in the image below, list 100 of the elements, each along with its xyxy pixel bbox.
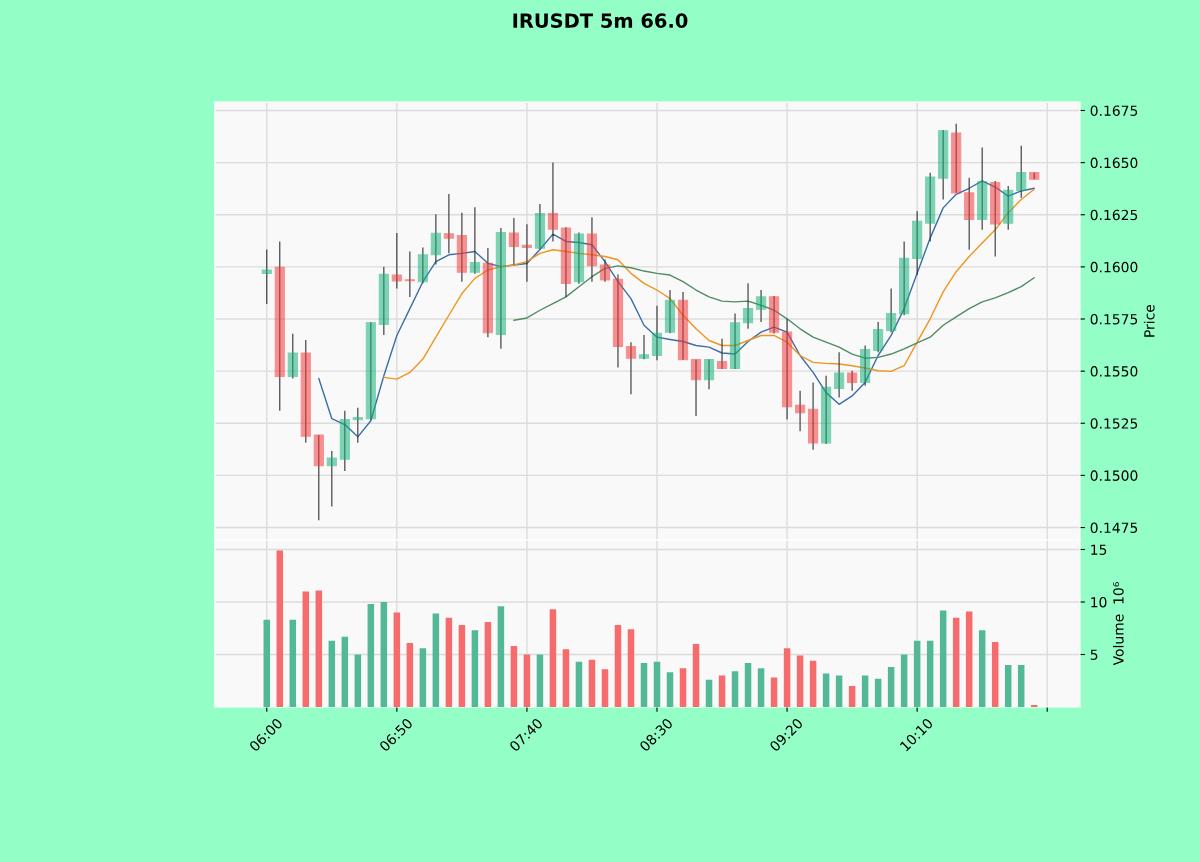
candlestick [443, 193, 454, 254]
candlestick [521, 223, 533, 283]
candlestick [482, 247, 494, 338]
bar [809, 660, 817, 708]
candlestick [847, 370, 858, 392]
bar [926, 640, 934, 708]
candlestick [703, 358, 715, 390]
bar [263, 619, 271, 708]
candlestick [1003, 185, 1014, 231]
candlestick [664, 289, 676, 334]
candlestick [755, 289, 767, 323]
candlestick [534, 203, 546, 250]
bar [328, 640, 336, 708]
candlestick [990, 180, 1001, 258]
bar [731, 671, 739, 708]
bar [835, 675, 843, 708]
candlestick [677, 291, 689, 361]
bar [497, 606, 505, 708]
bar [445, 617, 453, 708]
bar [354, 654, 362, 708]
y-tick-label: 10 [1091, 596, 1107, 608]
bar [666, 672, 674, 708]
line-series [383, 188, 1035, 380]
y-tick-label: 0.1600 [1090, 261, 1138, 273]
bar [406, 642, 414, 708]
candlestick [729, 313, 741, 370]
candlestick [456, 212, 467, 283]
candlestick [560, 226, 572, 298]
candlestick [378, 266, 389, 336]
bar [952, 617, 960, 708]
bar [718, 675, 726, 708]
bar [523, 654, 531, 708]
bar [380, 602, 388, 708]
candlestick [951, 123, 962, 194]
candlestick [625, 341, 637, 395]
candlestick [599, 259, 611, 283]
candlestick [768, 295, 780, 335]
candlestick [742, 282, 754, 330]
candlestick [287, 333, 298, 379]
candlestick [430, 213, 441, 266]
y-tick-label: 0.1525 [1090, 418, 1138, 429]
candlestick [912, 210, 923, 276]
candlestick [495, 227, 507, 350]
bar [757, 668, 765, 708]
bar [965, 611, 973, 708]
candlestick [860, 344, 871, 387]
bar [302, 591, 310, 708]
candlestick [716, 338, 728, 370]
bar [692, 644, 700, 708]
candlestick [651, 305, 663, 361]
bar [822, 673, 830, 708]
bar [367, 604, 375, 708]
bar [588, 659, 596, 708]
bar [900, 654, 908, 708]
bar [770, 677, 778, 708]
candlestick [274, 240, 285, 412]
candlestick [964, 177, 975, 251]
bar [627, 629, 635, 708]
bar [562, 649, 570, 708]
candlestick [365, 321, 376, 421]
y-tick-label: 0.1675 [1090, 105, 1138, 116]
candlestick [794, 390, 806, 432]
candlestick [417, 246, 428, 284]
y-tick-label: 0.1625 [1090, 209, 1138, 221]
candlestick [586, 216, 598, 283]
bar [679, 668, 687, 708]
chart-title: IRUSDT 5m 66.0 [513, 13, 688, 28]
candlestick [925, 172, 936, 242]
bar [796, 655, 804, 708]
bar [419, 648, 427, 708]
bar [458, 625, 466, 708]
bar [783, 648, 791, 708]
bar [484, 621, 492, 708]
y-tick-label: 0.1550 [1090, 366, 1138, 377]
bar [640, 662, 648, 708]
candlestick [638, 334, 650, 360]
y-tick-label: 5 [1090, 649, 1098, 660]
candlestick [261, 249, 272, 305]
candlestick [326, 450, 337, 508]
bar [471, 630, 479, 708]
bar [991, 641, 999, 708]
bar [939, 610, 947, 708]
bar [978, 630, 986, 708]
bar [848, 686, 856, 708]
candlestick [977, 146, 988, 231]
candlestick [820, 375, 832, 445]
candlestick [899, 240, 910, 316]
bar [913, 640, 921, 708]
candlestick [313, 434, 324, 521]
bar [1017, 665, 1025, 708]
bar [289, 619, 297, 708]
candlestick [300, 339, 311, 444]
candlestick [938, 129, 949, 201]
y-tick-label: 0.1500 [1090, 470, 1138, 481]
candlestick [508, 217, 520, 266]
bar [1004, 665, 1012, 708]
bar [536, 654, 544, 708]
bar [510, 646, 518, 708]
bar [601, 669, 609, 708]
y-tick-label: 15 [1091, 544, 1107, 555]
